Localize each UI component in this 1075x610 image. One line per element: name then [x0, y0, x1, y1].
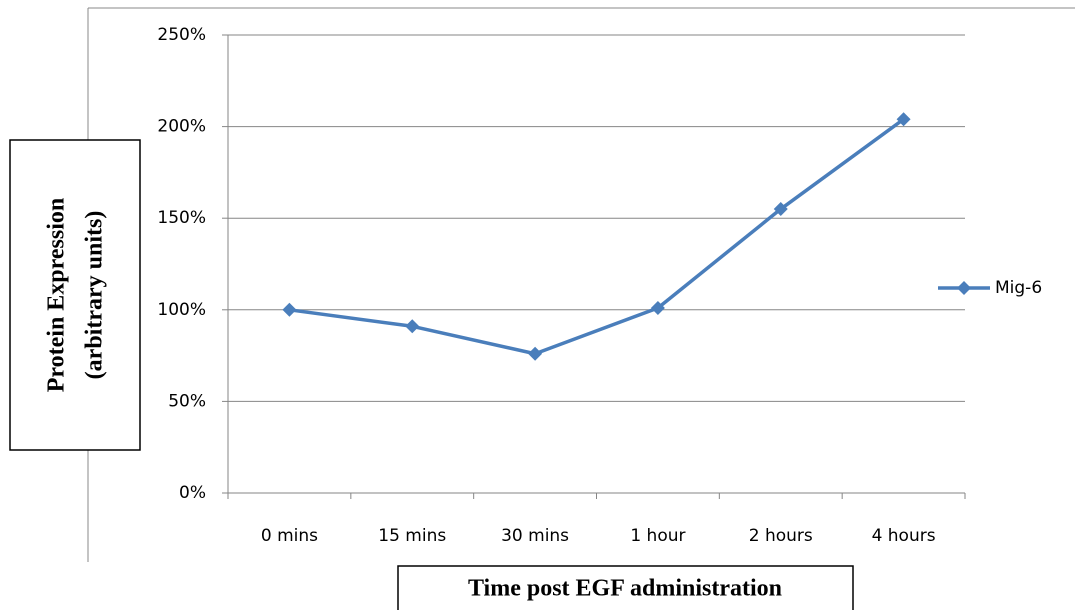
data-point [650, 300, 665, 315]
x-tick-label: 0 mins [261, 526, 318, 546]
y-label-box [9, 139, 141, 451]
y-tick-label: 250% [157, 25, 206, 45]
x-tick-label: 30 mins [501, 526, 569, 546]
y-tick-label: 50% [168, 391, 206, 411]
series-line [289, 117, 905, 356]
data-point [405, 319, 420, 334]
y-axis-label: Protein Expression [44, 198, 70, 392]
y-tick-label: 200% [157, 117, 206, 137]
y-tick-label: 150% [157, 208, 206, 228]
data-point [528, 346, 543, 361]
legend-label: Mig-6 [995, 278, 1042, 298]
x-tick-label: 4 hours [872, 526, 936, 546]
data-point [282, 302, 297, 317]
x-tick-label: 2 hours [749, 526, 813, 546]
legend-marker [957, 281, 971, 295]
x-label-box [397, 565, 854, 610]
data-point [896, 112, 911, 127]
x-tick-label: 15 mins [378, 526, 446, 546]
y-axis-label: (arbitrary units) [82, 211, 108, 380]
y-tick-label: 0% [179, 483, 206, 503]
x-axis-label: Time post EGF administration [468, 576, 782, 602]
data-point [773, 202, 788, 217]
x-tick-label: 1 hour [630, 526, 685, 546]
y-tick-label: 100% [157, 300, 206, 320]
